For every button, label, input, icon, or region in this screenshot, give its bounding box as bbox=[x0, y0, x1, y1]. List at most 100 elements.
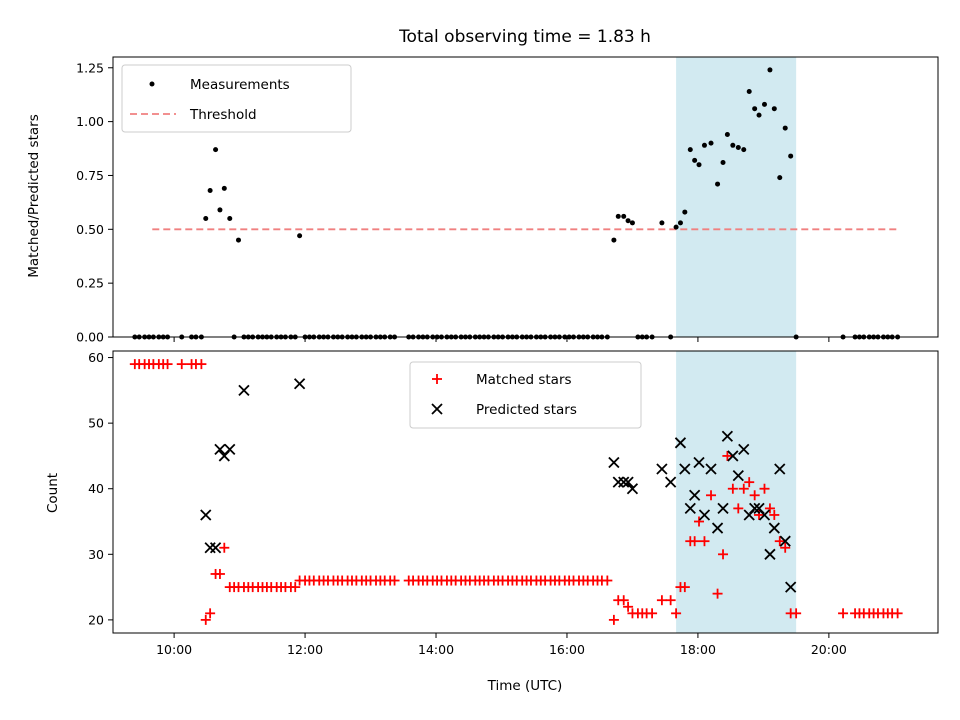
measurement-point bbox=[730, 142, 736, 148]
bottom-x-tick-label: 20:00 bbox=[811, 642, 847, 657]
predicted-star-point bbox=[749, 502, 761, 515]
measurement-point bbox=[217, 207, 223, 213]
top-y-axis: 0.00 0.25 0.50 0.75 1.00 1.25 bbox=[76, 60, 113, 345]
matched-star-point bbox=[759, 483, 770, 494]
matched-star-point bbox=[706, 490, 717, 501]
bottom-x-axis-label: Time (UTC) bbox=[487, 678, 563, 694]
bottom-y-tick-label: 50 bbox=[88, 416, 104, 431]
bottom-y-tick-label: 60 bbox=[88, 350, 104, 365]
predicted-star-point bbox=[622, 476, 634, 488]
bottom-panel: 20 30 40 50 60 Count 10:00 12:00 14:00 16:00 18:… bbox=[45, 350, 939, 694]
legend-threshold-label: Threshold bbox=[189, 107, 257, 123]
matched-star-point bbox=[618, 595, 629, 606]
measurement-point bbox=[746, 88, 752, 94]
matched-star-point bbox=[176, 359, 187, 370]
measurement-point bbox=[227, 216, 233, 222]
measurement-point bbox=[777, 175, 783, 181]
measurement-point bbox=[625, 218, 631, 224]
measurement-point bbox=[756, 112, 762, 118]
legend-matched-label: Matched stars bbox=[476, 372, 572, 388]
top-y-axis-label: Matched/Predicted stars bbox=[26, 114, 42, 277]
legend-measurements-label: Measurements bbox=[190, 77, 290, 93]
top-panel: 0.00 0.25 0.50 0.75 1.00 1.25 Matched/Predict… bbox=[26, 56, 939, 345]
bottom-x-tick-label: 10:00 bbox=[156, 642, 192, 657]
measurement-point bbox=[687, 147, 693, 153]
matched-star-point bbox=[219, 542, 230, 553]
measurement-point bbox=[708, 140, 714, 146]
predicted-star-point bbox=[732, 469, 744, 482]
measurement-point bbox=[752, 106, 758, 112]
measurement-point bbox=[692, 157, 698, 163]
matched-star-point bbox=[718, 549, 729, 560]
matched-star-point bbox=[749, 490, 760, 501]
top-y-tick-label: 1.00 bbox=[76, 114, 104, 129]
measurement-point bbox=[677, 220, 683, 226]
bottom-y-tick-label: 30 bbox=[88, 547, 104, 562]
matched-star-point bbox=[892, 608, 903, 619]
matched-star-point bbox=[774, 536, 785, 547]
measurement-point bbox=[724, 132, 730, 138]
predicted-star-point bbox=[764, 548, 776, 560]
matched-star-point bbox=[602, 575, 613, 586]
predicted-star-point bbox=[774, 463, 786, 475]
matched-stars-points bbox=[129, 359, 903, 625]
predicted-star-point bbox=[684, 502, 696, 515]
bottom-y-axis-label: Count bbox=[45, 473, 61, 513]
top-legend: Measurements Threshold bbox=[121, 64, 352, 133]
legend-predicted-marker bbox=[431, 403, 443, 415]
legend-matched-marker bbox=[432, 374, 442, 384]
top-legend-box bbox=[121, 64, 352, 133]
matched-star-point bbox=[608, 614, 619, 625]
measurement-point bbox=[297, 233, 303, 239]
matched-star-point bbox=[200, 614, 211, 625]
predicted-star-point bbox=[717, 502, 729, 515]
predicted-star-point bbox=[698, 509, 711, 521]
predicted-star-point bbox=[656, 463, 668, 475]
measurement-point bbox=[767, 67, 773, 73]
matched-star-point bbox=[162, 359, 173, 370]
matched-star-point bbox=[290, 582, 301, 593]
bottom-highlight-span bbox=[676, 351, 797, 633]
bottom-x-tick-label: 18:00 bbox=[680, 642, 716, 657]
matched-star-point bbox=[738, 483, 749, 494]
predicted-star-point bbox=[768, 522, 780, 534]
predicted-star-point bbox=[693, 456, 705, 469]
measurement-point bbox=[701, 142, 707, 148]
bottom-legend-box bbox=[409, 361, 642, 429]
predicted-star-point bbox=[209, 542, 222, 554]
matched-star-point bbox=[838, 608, 849, 619]
measurement-point bbox=[696, 162, 702, 168]
top-y-tick-label: 0.75 bbox=[76, 168, 104, 183]
top-highlight-span bbox=[676, 57, 797, 337]
measurement-point bbox=[207, 188, 213, 194]
measurement-point bbox=[735, 144, 741, 150]
matched-star-point bbox=[689, 536, 700, 547]
bottom-plot-frame bbox=[112, 350, 939, 634]
matched-star-point bbox=[727, 483, 738, 494]
predicted-star-point bbox=[665, 476, 677, 488]
matched-star-point bbox=[647, 608, 658, 619]
bottom-x-tick-label: 14:00 bbox=[418, 642, 454, 657]
matched-star-point bbox=[722, 450, 733, 461]
matched-star-point bbox=[671, 608, 682, 619]
top-y-tick-label: 0.25 bbox=[76, 276, 104, 291]
predicted-star-point bbox=[626, 483, 639, 495]
matched-star-point bbox=[694, 516, 705, 527]
predicted-star-point bbox=[721, 430, 734, 442]
matched-star-point bbox=[196, 359, 207, 370]
measurement-point bbox=[715, 181, 721, 187]
bottom-x-axis: 10:00 12:00 14:00 16:00 18:00 20:00 bbox=[156, 633, 847, 657]
legend-predicted-label: Predicted stars bbox=[476, 402, 577, 418]
top-y-tick-label: 0.00 bbox=[76, 330, 104, 345]
matched-star-point bbox=[769, 509, 780, 520]
measurement-point bbox=[771, 106, 777, 112]
measurement-point bbox=[203, 216, 209, 222]
measurement-point bbox=[741, 147, 747, 153]
matched-star-point bbox=[665, 595, 676, 606]
bottom-x-tick-label: 12:00 bbox=[287, 642, 323, 657]
predicted-star-point bbox=[785, 581, 797, 593]
measurement-points bbox=[132, 67, 901, 340]
bottom-x-tick-label: 16:00 bbox=[549, 642, 585, 657]
predicted-star-point bbox=[738, 443, 750, 456]
